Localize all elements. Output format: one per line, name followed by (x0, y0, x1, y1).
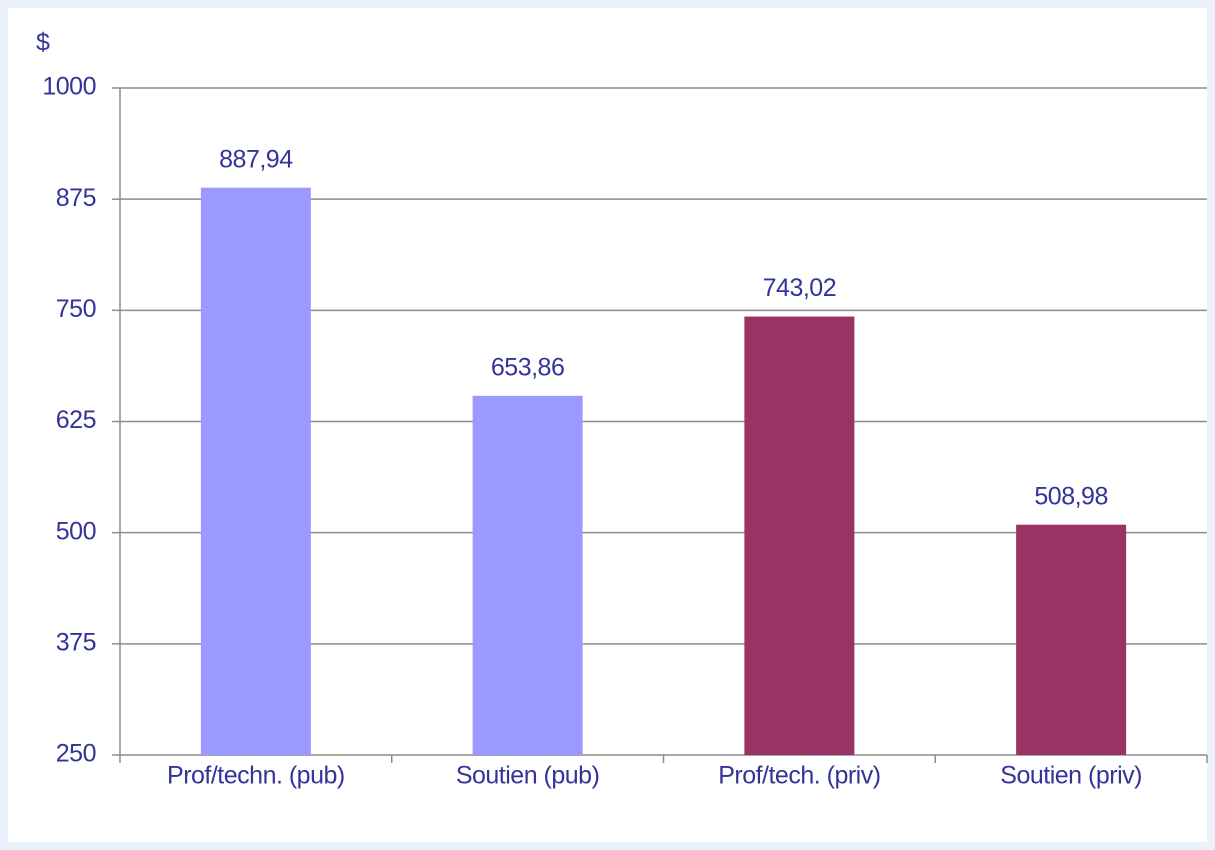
x-tick-label: Soutien (pub) (456, 762, 600, 790)
bar (744, 316, 855, 755)
value-label: 743,02 (763, 274, 836, 302)
bar (472, 395, 583, 755)
value-label: 508,98 (1034, 482, 1107, 510)
y-tick-label: 875 (56, 184, 96, 212)
bar (200, 187, 311, 755)
y-tick-label: 1000 (42, 73, 96, 101)
y-tick-label: 500 (56, 517, 96, 545)
x-tick-label: Soutien (priv) (1000, 762, 1142, 790)
y-axis-label: $ (36, 29, 50, 57)
y-tick-label: 375 (56, 628, 96, 656)
value-label: 653,86 (491, 353, 564, 381)
y-tick-label: 250 (56, 740, 96, 768)
bar (1016, 524, 1127, 755)
y-tick-label: 750 (56, 295, 96, 323)
x-tick-label: Prof/techn. (pub) (167, 762, 345, 790)
x-tick-label: Prof/tech. (priv) (718, 762, 880, 790)
value-label: 887,94 (219, 145, 293, 173)
y-tick-label: 625 (56, 406, 96, 434)
